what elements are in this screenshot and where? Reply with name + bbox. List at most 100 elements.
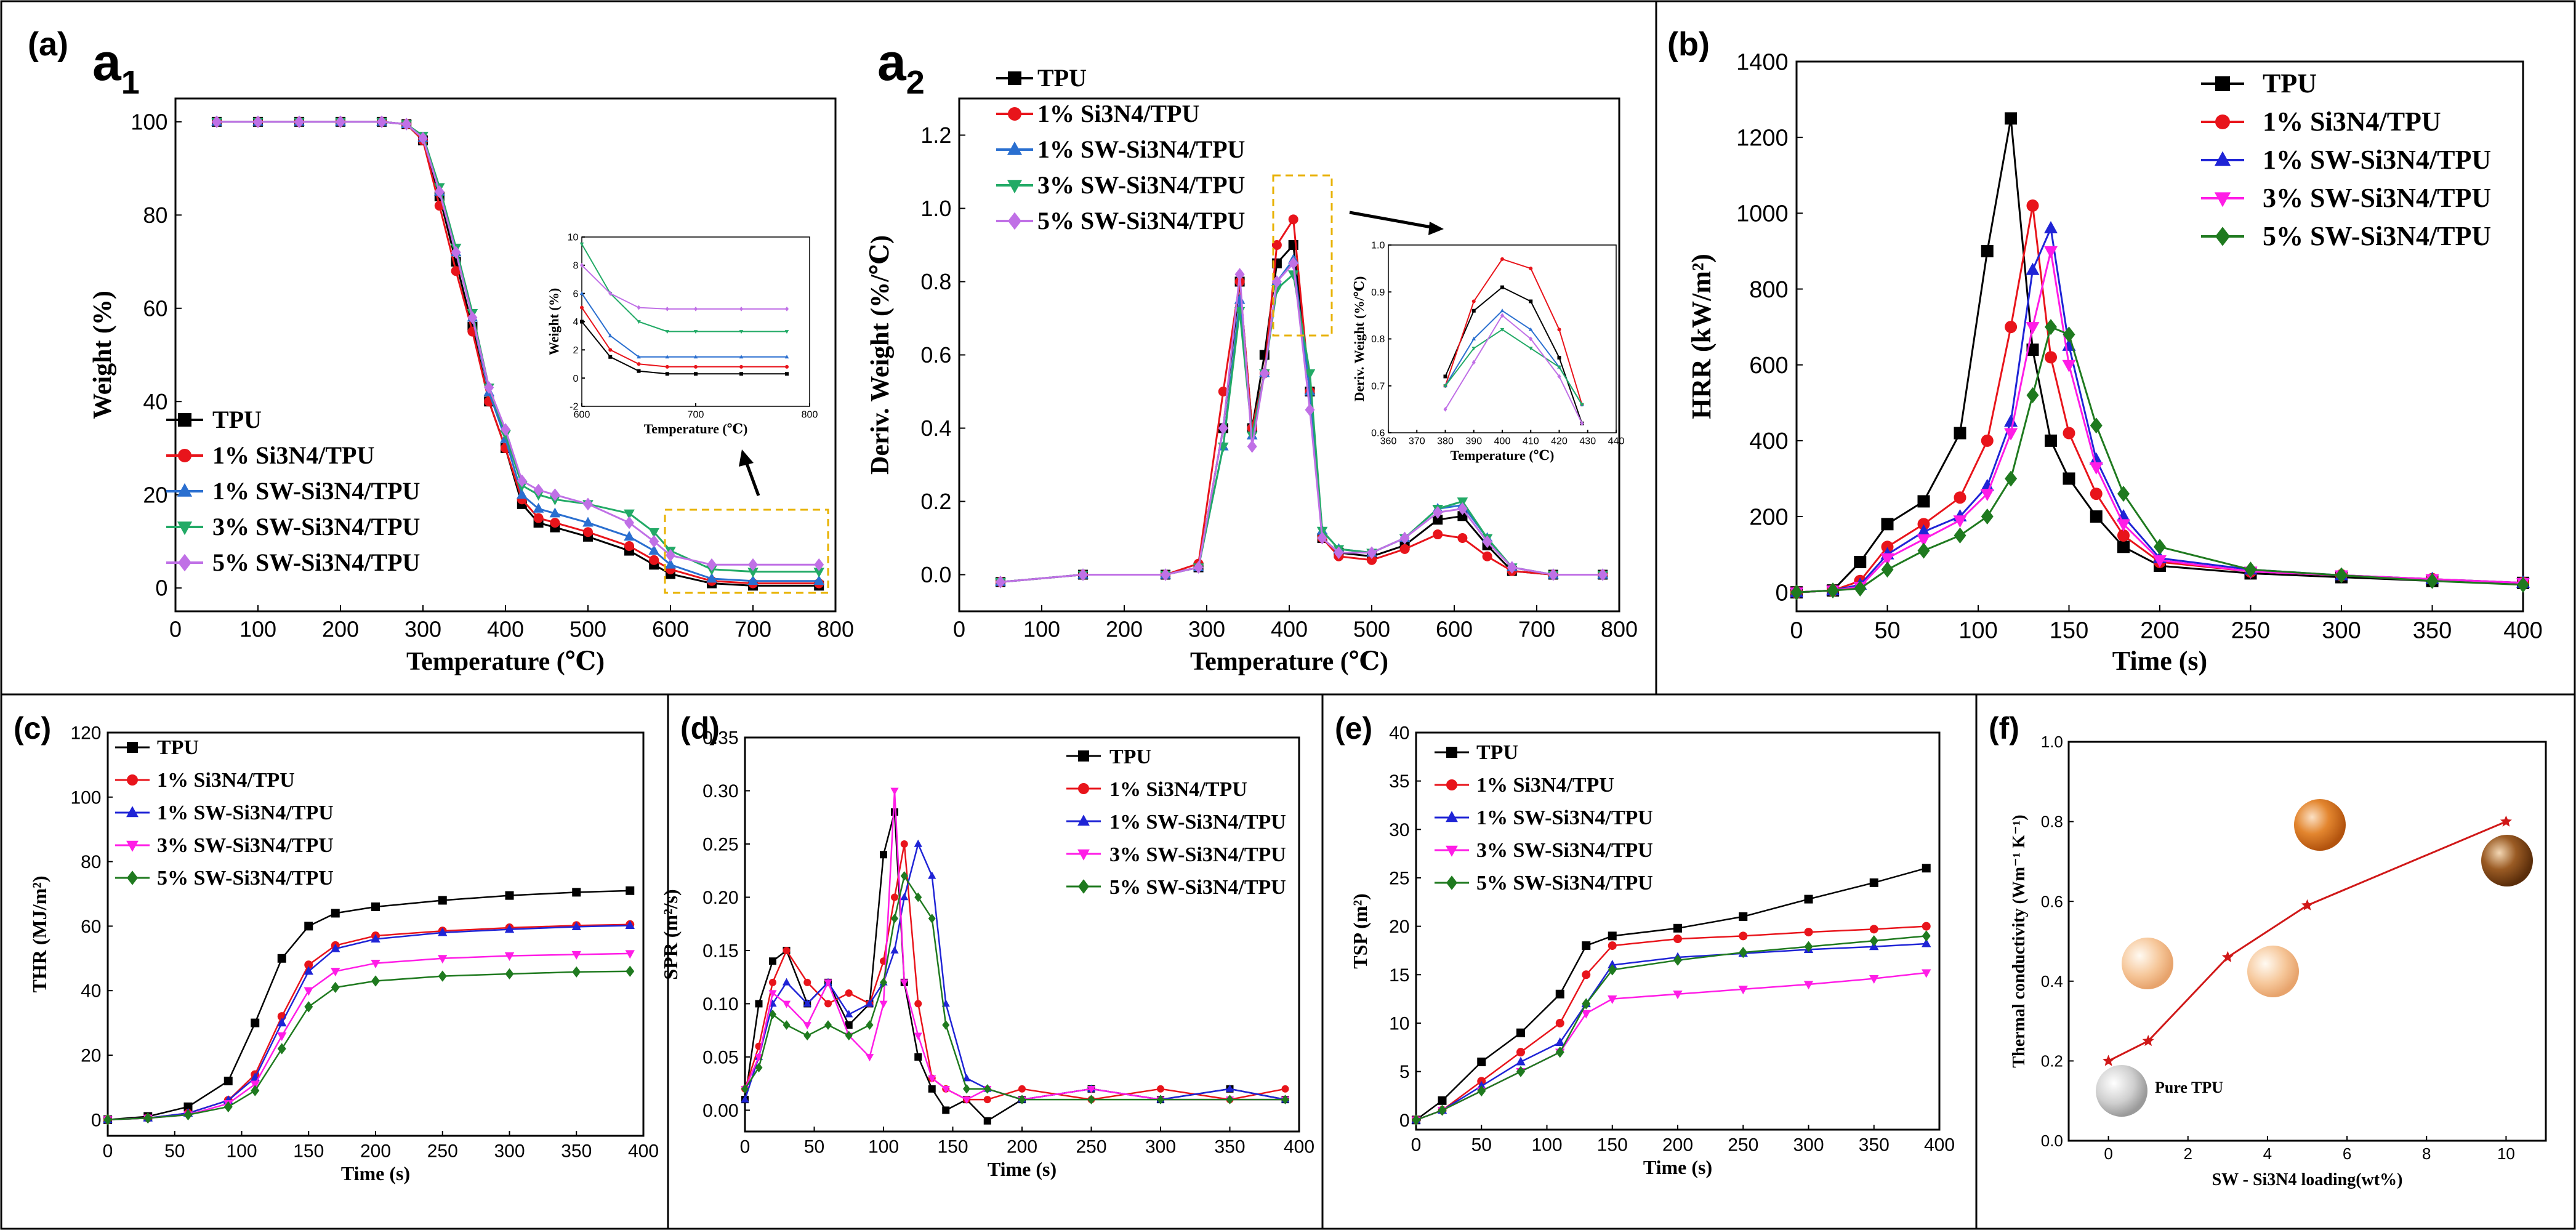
plot-frame	[2067, 741, 2547, 1142]
data-point	[223, 1076, 233, 1085]
y-tick-label: 1000	[1736, 201, 1789, 227]
x-tick-label: 250	[1076, 1137, 1106, 1157]
data-point	[782, 978, 791, 986]
x-tick-label: 300	[1793, 1135, 1824, 1156]
data-point	[785, 306, 789, 312]
x-tick-label: 360	[1380, 436, 1397, 446]
y-tick-label: 120	[70, 723, 101, 744]
data-point	[2117, 486, 2130, 502]
data-point	[1803, 981, 1814, 990]
x-tick-label: 0	[1411, 1135, 1422, 1156]
y-tick-label: 100	[70, 787, 101, 808]
data-point	[706, 573, 717, 583]
legend-a2-item: 3% SW-Si3N4/TPU	[1037, 171, 1245, 199]
data-point	[624, 516, 634, 529]
y-tick-label: 0.7	[1371, 381, 1385, 392]
x-tick-label: 400	[1924, 1135, 1955, 1156]
data-point	[304, 1001, 313, 1013]
data-point	[183, 1102, 193, 1111]
data-point	[550, 518, 560, 528]
data-point	[649, 535, 659, 548]
chart-c: 0 50 100 150 200 250 300 350 400 0 20 40 60 80 100 120 T…	[28, 723, 659, 1185]
data-point	[624, 531, 635, 541]
data-point	[1981, 508, 1994, 525]
data-point	[1954, 491, 1966, 504]
series-line	[581, 244, 787, 332]
data-point	[824, 1020, 832, 1030]
x-tick-label: 50	[1471, 1135, 1492, 1156]
legend-marker	[178, 553, 191, 572]
data-point	[1673, 935, 1682, 944]
data-point	[769, 957, 776, 965]
x-tick-label: 300	[1145, 1137, 1176, 1157]
data-point	[2045, 434, 2057, 447]
data-point	[1804, 928, 1813, 937]
legend-a2-item: 5% SW-Si3N4/TPU	[1037, 207, 1245, 235]
data-point	[2090, 417, 2103, 434]
data-point	[637, 369, 641, 373]
data-point	[2244, 561, 2257, 578]
data-point	[1880, 553, 1894, 566]
data-point	[1922, 922, 1931, 931]
data-point	[580, 305, 584, 310]
data-point	[1018, 1085, 1026, 1093]
data-point	[1482, 535, 1492, 549]
y-tick-label: 1.0	[2041, 733, 2063, 751]
data-point	[2089, 452, 2103, 465]
legend-marker	[1077, 849, 1090, 861]
data-point	[891, 914, 898, 923]
data-point	[648, 528, 659, 538]
data-point	[626, 965, 635, 977]
data-point	[747, 568, 759, 578]
data-point	[914, 892, 922, 902]
data-point	[2063, 472, 2075, 485]
series-line	[1796, 227, 2524, 593]
series-line	[1000, 273, 1603, 583]
y-tick-label: 20	[81, 1046, 101, 1066]
data-point	[784, 355, 789, 359]
series-line	[1444, 258, 1583, 405]
data-point	[277, 1018, 287, 1027]
legend-d-item: 3% SW-Si3N4/TPU	[1109, 843, 1286, 866]
data-point	[928, 871, 936, 879]
data-point	[1739, 912, 1748, 921]
data-point	[579, 291, 584, 295]
data-point	[693, 355, 698, 359]
data-point	[1281, 1095, 1289, 1104]
data-point	[1443, 374, 1447, 379]
data-point	[624, 541, 634, 551]
data-point	[517, 489, 528, 499]
data-point	[377, 115, 387, 129]
data-point	[484, 381, 494, 394]
data-point	[768, 990, 777, 998]
data-point	[1881, 518, 1894, 531]
x-tick-label: 800	[1601, 616, 1638, 641]
legend-a2-item: TPU	[1037, 64, 1087, 92]
data-point	[739, 364, 743, 369]
y-tick-label: 8	[573, 260, 578, 271]
legend-b-item: 5% SW-Si3N4/TPU	[2263, 221, 2491, 251]
data-point	[371, 933, 380, 943]
data-point	[803, 999, 811, 1007]
x-tick-label: 430	[1579, 436, 1596, 446]
x-tick-label: 380	[1437, 436, 1454, 446]
data-point	[1580, 403, 1584, 407]
data-point	[769, 1009, 776, 1019]
data-point	[1739, 947, 1748, 959]
y-axis-label: SPR (m²/s)	[659, 889, 682, 979]
legend-marker	[1446, 747, 1457, 758]
data-point	[1087, 1086, 1096, 1094]
data-point	[2004, 428, 2018, 441]
data-point	[1673, 923, 1682, 933]
x-tick-label: 200	[2140, 618, 2179, 644]
data-point	[1528, 347, 1533, 351]
x-tick-label: 350	[1214, 1137, 1245, 1157]
data-point	[665, 355, 670, 359]
chart-e: 0 50 100 150 200 250 300 350 400 0 5 10 15 20 25 30 35 40…	[1349, 723, 1955, 1179]
y-axis-label: THR (MJ/m²)	[28, 876, 50, 993]
data-point	[2062, 360, 2076, 372]
legend-d-item: 5% SW-Si3N4/TPU	[1109, 876, 1286, 899]
data-point	[1881, 541, 1894, 553]
x-tick-label: 50	[164, 1141, 185, 1162]
data-point	[637, 305, 641, 310]
